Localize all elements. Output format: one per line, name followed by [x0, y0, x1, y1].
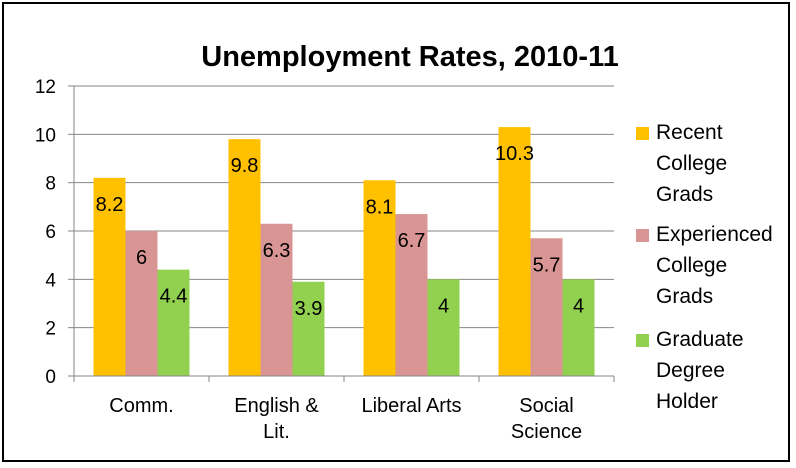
legend: Recent College Grads Experienced College Grad…: [636, 121, 773, 413]
x-tick-label: Comm.: [109, 395, 173, 417]
x-tick-label: Social Science: [511, 395, 582, 443]
bar: [93, 177, 126, 376]
x-axis: Comm. English & Lit. Liberal Arts Social Scie…: [73, 375, 615, 443]
bar: [395, 214, 428, 376]
y-tick-label: 2: [45, 319, 56, 340]
data-label: 4.4: [160, 286, 188, 308]
data-label: 9.8: [231, 155, 259, 177]
bar: [363, 180, 396, 376]
bar: [157, 269, 190, 376]
bars: [93, 127, 595, 376]
data-label: 4: [438, 295, 449, 317]
legend-swatch: [636, 127, 649, 140]
x-tick-label: Liberal Arts: [361, 395, 461, 417]
legend-label: Graduate Degree Holder: [656, 328, 744, 413]
y-tick-label: 0: [45, 367, 56, 388]
data-label: 6.3: [263, 240, 291, 262]
bar: [292, 281, 325, 376]
y-tick-label: 4: [45, 270, 56, 291]
data-labels: 8.2 9.8 8.1 10.3 6 6.3 6.7 5.7 4.4 3.9 4 4: [96, 143, 584, 320]
legend-label: Recent College Grads: [656, 121, 727, 206]
data-label: 5.7: [533, 254, 561, 276]
y-tick-label: 6: [45, 222, 56, 243]
bar: [228, 139, 261, 376]
bar: [530, 238, 563, 376]
bar: [125, 231, 158, 376]
bar: [562, 279, 595, 376]
bar: [427, 279, 460, 376]
data-label: 3.9: [295, 298, 323, 320]
y-tick-label: 10: [35, 125, 56, 146]
y-axis: 0 2 4 6 8 10 12: [35, 77, 75, 388]
legend-swatch: [636, 334, 649, 347]
x-tick-label: English & Lit.: [234, 395, 319, 443]
chart-title: Unemployment Rates, 2010-11: [201, 41, 618, 73]
data-label: 6.7: [398, 230, 426, 252]
y-tick-label: 8: [45, 174, 56, 195]
data-label: 8.1: [366, 196, 394, 218]
data-label: 10.3: [495, 143, 534, 165]
data-label: 4: [573, 295, 584, 317]
y-tick-label: 12: [35, 77, 56, 98]
legend-swatch: [636, 229, 649, 242]
data-label: 6: [136, 247, 147, 269]
bar: [498, 127, 531, 376]
data-label: 8.2: [96, 194, 124, 216]
legend-label: Experienced College Grads: [656, 223, 773, 308]
bar: [260, 223, 293, 376]
